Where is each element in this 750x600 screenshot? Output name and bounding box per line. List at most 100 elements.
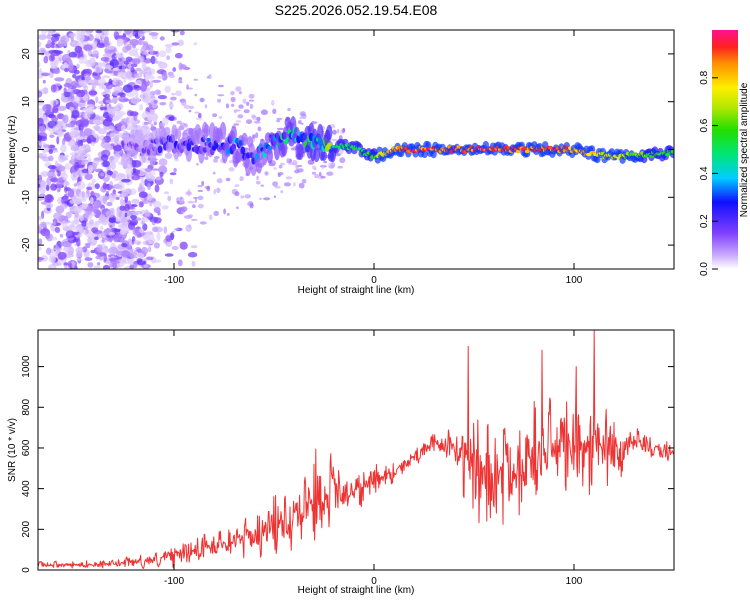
spectrogram-cell [328,162,332,167]
spectrogram-cell [119,39,124,47]
spectrogram-cell [129,111,139,117]
spectrogram-cell [76,63,80,69]
spectrogram-cell [199,97,205,103]
spectrogram-cell [50,36,60,42]
spectrogram-cell [213,158,219,163]
spectrogram-cell [313,147,320,163]
spectrogram-cell [170,96,177,101]
spectrogram-cell [96,42,105,48]
spectrogram-cell [171,245,179,251]
spectrogram-cell [71,231,79,236]
spectrogram-cell [163,191,170,195]
spectrogram-cell [51,116,59,122]
spectrogram-cell [101,237,105,244]
spectrogram-cell [117,92,124,96]
spectrogram-cell [109,235,113,243]
spectrogram-cell [42,79,46,84]
spectrogram-cell [164,126,171,137]
spectrogram-xtick-label: 100 [566,275,583,286]
spectrogram-cell [88,90,98,96]
spectrogram-cell [38,153,48,158]
spectrogram-cell [72,101,78,106]
spectrogram-cell [92,119,103,125]
snr-ytick-label: 800 [21,399,32,416]
spectrogram-cell [515,149,521,154]
spectrogram-cell [64,67,69,73]
spectrogram-cell [56,180,63,189]
spectrogram-cell [121,189,128,198]
colorbar-label: Normalized spectral amplitude [739,82,750,217]
spectrogram-cell [187,214,194,218]
spectrogram-cell [337,165,344,169]
spectrogram-cell [204,104,208,109]
spectrogram-cell [136,252,145,259]
spectrogram-cell [171,92,176,96]
spectrogram-cell [183,104,191,110]
spectrogram-cell [88,166,93,175]
spectrogram-cell [103,145,114,149]
spectrogram-cell [124,30,132,35]
spectrogram-cell [38,108,44,116]
spectrogram-cell [217,84,224,88]
spectrogram-cell [48,155,54,162]
spectrogram-cell [67,223,76,231]
spectrogram-cell [137,32,145,38]
spectrogram-cell [132,228,140,236]
spectrogram-xtick-label: 0 [371,275,377,286]
spectrogram-cell [42,144,51,148]
spectrogram-cell [297,164,303,168]
spectrogram-cell [213,188,217,195]
snr-ytick-label: 0 [21,567,32,573]
spectrogram-cell [72,73,77,79]
spectrogram-cell [73,183,77,187]
spectrogram-cell [318,172,322,177]
spectrogram-cell [102,195,108,205]
spectrogram-cell [311,171,316,175]
spectrogram-cell [99,106,108,111]
spectrogram-cell [206,185,211,192]
spectrogram-cell [121,242,128,248]
spectrogram-cell [113,145,122,152]
spectrogram-cell [106,125,116,132]
spectrogram-cell [137,186,146,193]
spectrogram-cell [149,170,156,176]
spectrogram-cell [197,203,204,209]
spectrogram-cell [112,159,119,163]
spectrogram-cell [330,138,338,142]
spectrogram-cell [133,84,140,89]
spectrogram-cell [41,30,48,36]
spectrogram-cell [132,167,137,174]
spectrogram-cell [75,153,85,161]
spectrogram-cell [102,160,110,168]
spectrogram-cell [226,212,230,216]
spectrogram-cell [112,261,117,269]
spectrogram-cell [235,87,240,92]
spectrogram-cell [48,54,56,62]
spectrogram-cell [101,30,110,33]
spectrogram-cell [147,182,151,191]
spectrogram-cell [70,155,75,163]
spectrogram-cell [125,43,132,51]
spectrogram-cell [103,176,110,183]
spectrogram-cell [196,163,199,166]
spectrogram-cell [670,149,674,154]
spectrogram-cell [57,105,67,112]
spectrogram-cell [51,236,58,241]
spectrogram-cell [197,195,204,201]
spectrogram-cell [116,210,126,219]
spectrogram-cell [46,247,52,255]
spectrogram-cell [339,157,346,164]
spectrogram-cell [163,226,168,234]
spectrogram-cell [100,172,105,177]
spectrogram-cell [69,199,76,204]
spectrogram-cell [179,196,183,201]
spectrogram-cell [97,262,101,266]
spectrogram-cell [125,167,133,175]
spectrogram-cell [106,190,109,195]
spectrogram-cell [149,80,153,89]
spectrogram-cell [112,234,121,243]
spectrogram-cell [239,176,244,182]
spectrogram-ytick-label: -20 [21,237,32,252]
spectrogram-cell [301,178,307,184]
spectrogram-cell [68,32,77,38]
